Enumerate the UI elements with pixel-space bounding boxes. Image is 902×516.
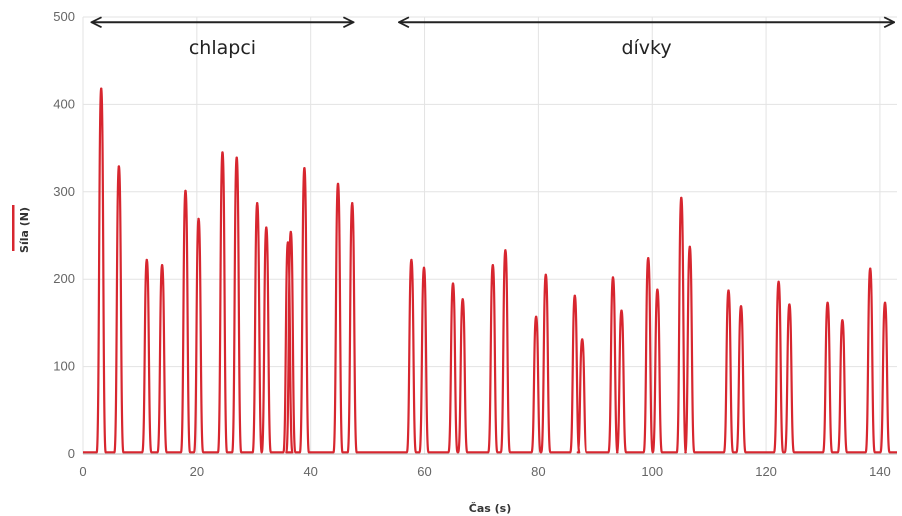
x-tick-label: 20: [190, 464, 204, 479]
data-peak: [869, 267, 872, 270]
data-peak: [145, 258, 148, 262]
data-peak: [221, 151, 224, 154]
data-peak: [727, 289, 730, 292]
y-tick-label: 500: [53, 9, 75, 24]
data-peak: [117, 165, 121, 168]
data-peak: [422, 266, 426, 270]
y-tick-label: 100: [53, 359, 75, 374]
x-tick-label: 120: [755, 464, 777, 479]
y-tick-label: 200: [53, 271, 75, 286]
series-line: [83, 87, 897, 454]
legend-swatch: [12, 205, 15, 251]
y-tick-label: 400: [53, 96, 75, 111]
x-tick-label: 60: [417, 464, 431, 479]
data-peak: [351, 201, 354, 205]
data-peak: [688, 245, 691, 249]
data-peak: [184, 189, 187, 193]
data-peak: [235, 156, 238, 159]
data-peak: [197, 217, 200, 221]
data-peak: [581, 338, 584, 341]
y-tick-label: 300: [53, 184, 75, 199]
data-peak: [534, 315, 538, 318]
data-peak: [777, 280, 780, 284]
x-tick-label: 100: [641, 464, 663, 479]
data-peak: [461, 298, 464, 301]
data-peak: [504, 249, 507, 252]
data-peak: [680, 196, 683, 200]
data-peak: [289, 230, 292, 234]
data-peak: [491, 264, 495, 267]
data-peak: [451, 282, 455, 285]
plot-area: [83, 87, 897, 454]
data-peak: [739, 305, 743, 308]
y-tick-label: 0: [68, 446, 75, 461]
x-axis: 0 20 40 60 80 100 120 140: [79, 464, 890, 479]
x-tick-label: 140: [869, 464, 891, 479]
data-peak: [620, 309, 623, 312]
y-axis: 0 100 200 300 400 500: [53, 9, 75, 461]
data-peak: [265, 226, 268, 229]
data-peak: [160, 264, 164, 267]
x-axis-title: Čas (s): [469, 502, 511, 515]
data-peak: [303, 167, 306, 170]
data-peak: [410, 258, 413, 262]
data-peak: [100, 87, 103, 90]
data-peak: [647, 257, 650, 260]
data-peak: [826, 301, 829, 304]
data-peak: [841, 319, 844, 322]
data-peak: [336, 182, 340, 186]
group-annotations: chlapci dívky: [92, 22, 895, 59]
data-peak: [255, 201, 259, 205]
data-peak: [788, 303, 791, 306]
group-label: dívky: [621, 37, 671, 59]
data-peak: [883, 301, 887, 304]
y-axis-title: Síla (N): [18, 207, 31, 253]
x-tick-label: 80: [531, 464, 545, 479]
group-label: chlapci: [189, 37, 256, 59]
x-tick-label: 40: [303, 464, 317, 479]
data-peak: [573, 294, 577, 298]
data-peak: [544, 273, 547, 277]
data-peak: [611, 276, 615, 279]
x-tick-label: 0: [79, 464, 86, 479]
data-peak: [656, 288, 659, 291]
data-peak: [286, 241, 290, 244]
